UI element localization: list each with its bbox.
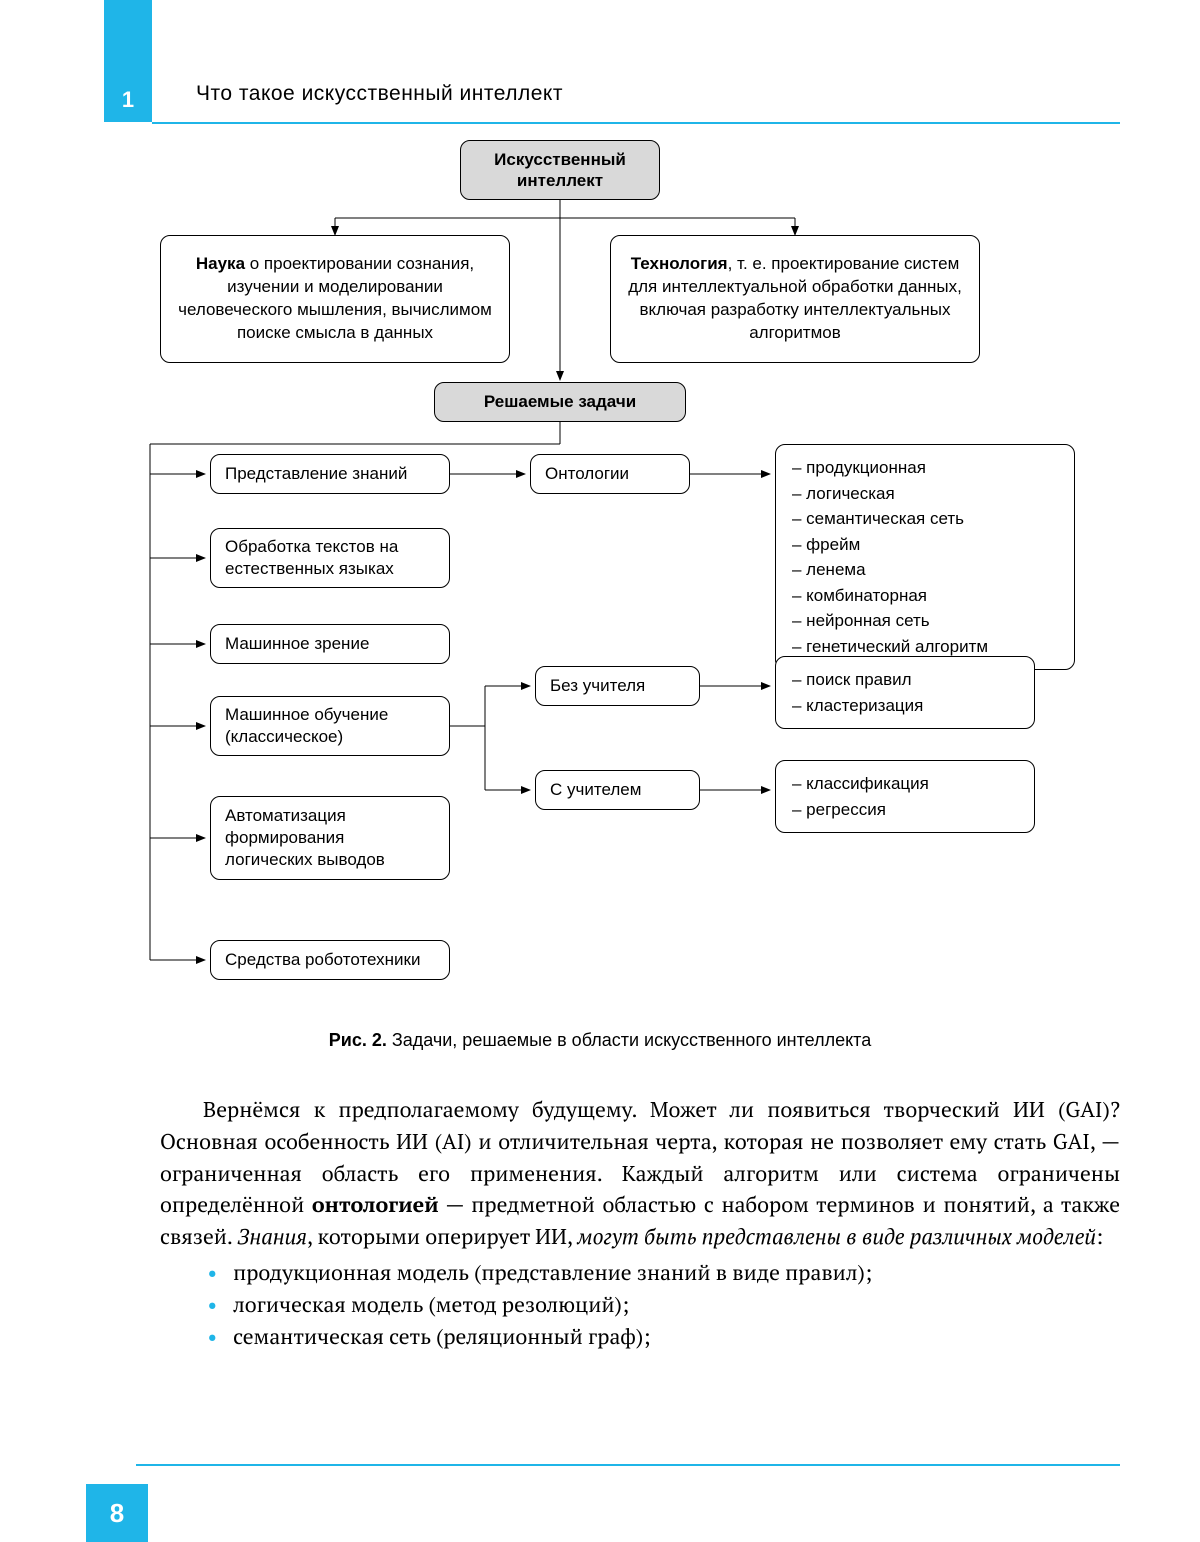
page-number: 8 xyxy=(86,1484,148,1542)
list-row: – ленема xyxy=(792,557,1058,583)
chapter-title: Что такое искусственный интеллект xyxy=(196,82,563,106)
task-5: Средства робототехники xyxy=(210,940,450,980)
list-sup: – классификация – регрессия xyxy=(775,760,1035,833)
list-row: – регрессия xyxy=(792,797,1018,823)
chapter-number: 1 xyxy=(104,78,152,122)
task-4: Автоматизация формирования логических вы… xyxy=(210,796,450,880)
node-science: Наука о проектировании сознания, изучени… xyxy=(160,235,510,363)
list-item: логическая модель (метод резолюций); xyxy=(207,1290,1120,1322)
figure-caption: Рис. 2. Задачи, решаемые в области искус… xyxy=(0,1030,1200,1051)
node-ml-unsup: Без учителя xyxy=(535,666,700,706)
node-root: Искусственный интеллект xyxy=(460,140,660,200)
side-strip xyxy=(104,0,152,78)
task-1: Обработка текстов на естественных языках xyxy=(210,528,450,588)
diagram: Искусственный интеллект Наука о проектир… xyxy=(130,140,1130,1020)
task-2: Машинное зрение xyxy=(210,624,450,664)
list-row: – кластеризация xyxy=(792,693,1018,719)
node-science-text: Наука о проектировании сознания, изучени… xyxy=(175,253,495,345)
list-unsup: – поиск правил – кластеризация xyxy=(775,656,1035,729)
paragraph-1: Вернёмся к предполагаемому будущему. Мож… xyxy=(160,1095,1120,1254)
page: 1 Что такое искусственный интеллект xyxy=(0,0,1200,1542)
body-text: Вернёмся к предполагаемому будущему. Мож… xyxy=(160,1095,1120,1354)
list-row: – семантическая сеть xyxy=(792,506,1058,532)
node-root-label: Искусственный интеллект xyxy=(494,149,626,192)
list-item: продукционная модель (представление знан… xyxy=(207,1258,1120,1290)
list-ontology-models: – продукционная – логическая – семантиче… xyxy=(775,444,1075,670)
list-row: – продукционная xyxy=(792,455,1058,481)
list-row: – логическая xyxy=(792,481,1058,507)
node-tasks-header: Решаемые задачи xyxy=(434,382,686,422)
task-0: Представление знаний xyxy=(210,454,450,494)
footer-rule xyxy=(136,1464,1120,1466)
node-ml-sup: С учителем xyxy=(535,770,700,810)
node-technology: Технология, т. е. проектирование систем … xyxy=(610,235,980,363)
header-rule xyxy=(152,122,1120,124)
list-row: – нейронная сеть xyxy=(792,608,1058,634)
node-technology-text: Технология, т. е. проектирование систем … xyxy=(625,253,965,345)
list-item: семантическая сеть (реляционный граф); xyxy=(207,1322,1120,1354)
list-row: – классификация xyxy=(792,771,1018,797)
bullet-list: продукционная модель (представление знан… xyxy=(160,1258,1120,1353)
node-ontologies: Онтологии xyxy=(530,454,690,494)
list-row: – поиск правил xyxy=(792,667,1018,693)
list-row: – комбинаторная xyxy=(792,583,1058,609)
list-row: – фрейм xyxy=(792,532,1058,558)
header: 1 Что такое искусственный интеллект xyxy=(0,78,1200,122)
task-3: Машинное обучение (классическое) xyxy=(210,696,450,756)
